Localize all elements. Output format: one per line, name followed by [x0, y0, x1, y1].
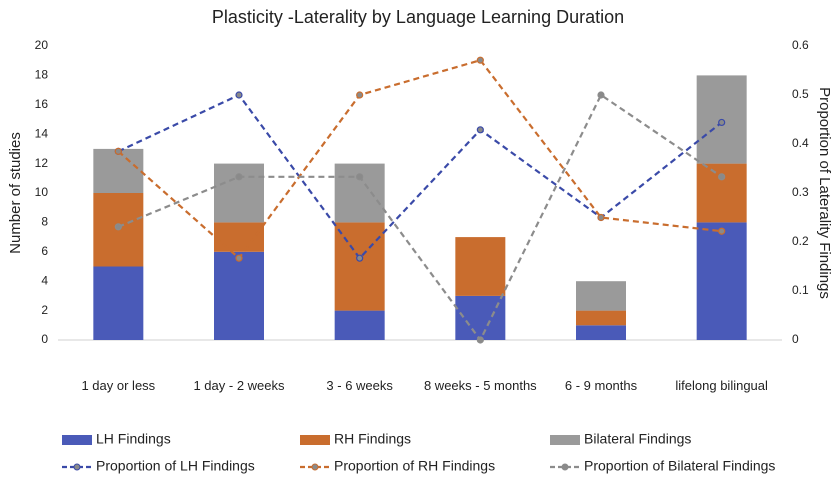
x-tick-label: 3 - 6 weeks	[326, 378, 393, 393]
y-tick-label: 12	[35, 156, 49, 170]
y2-tick-label: 0.5	[792, 87, 809, 101]
legend-swatch	[561, 463, 569, 471]
y-tick-label: 6	[41, 244, 48, 258]
bar-segment	[696, 222, 747, 340]
line-marker	[476, 336, 484, 344]
line-marker	[356, 173, 364, 181]
bar-segment	[214, 251, 264, 340]
y2-tick-label: 0.1	[792, 283, 809, 297]
legend-swatch	[550, 435, 580, 445]
legend-swatch	[62, 435, 92, 445]
legend-label: RH Findings	[334, 431, 411, 447]
x-tick-label: 8 weeks - 5 months	[423, 378, 537, 393]
line-marker	[114, 147, 122, 155]
bar-segment	[334, 163, 385, 223]
line-marker	[356, 91, 364, 99]
bar-segment	[334, 310, 385, 340]
bar-segment	[696, 163, 747, 223]
y-tick-label: 2	[41, 303, 48, 317]
legend-label: Proportion of RH Findings	[334, 458, 495, 474]
y-axis-title: Number of studies	[7, 132, 24, 254]
bar-segment	[93, 266, 144, 340]
legend-swatch	[73, 463, 81, 471]
y2-tick-label: 0.6	[792, 38, 809, 52]
legend-label: Proportion of Bilateral Findings	[584, 458, 775, 474]
y2-tick-label: 0.2	[792, 234, 809, 248]
legend-swatch	[300, 435, 330, 445]
y2-tick-label: 0.4	[792, 136, 809, 150]
line-marker	[718, 173, 726, 181]
line	[117, 93, 723, 343]
y-tick-label: 4	[41, 273, 48, 287]
bar-segment	[576, 310, 626, 326]
bar-segment	[334, 222, 385, 311]
x-tick-label: lifelong bilingual	[675, 378, 768, 393]
legend-label: Proportion of LH Findings	[96, 458, 255, 474]
line-marker	[597, 213, 605, 222]
line-marker	[356, 254, 364, 262]
line-marker	[114, 223, 122, 231]
y-tick-label: 8	[41, 215, 48, 229]
line-marker	[597, 91, 605, 99]
y2-tick-label: 0.3	[792, 185, 809, 199]
line	[117, 93, 723, 260]
line-marker	[718, 118, 726, 127]
legend-swatch	[311, 463, 319, 471]
y-tick-label: 18	[35, 68, 49, 82]
line-marker	[476, 56, 484, 64]
bar-segment	[455, 295, 506, 340]
bar-segment	[576, 325, 626, 340]
line-marker	[235, 254, 243, 262]
line	[117, 58, 722, 260]
chart-title: Plasticity -Laterality by Language Learn…	[212, 7, 624, 27]
legend-label: Bilateral Findings	[584, 431, 691, 447]
bar-segment	[576, 281, 626, 311]
y2-axis-title: Proportion of Laterality Findings	[816, 87, 833, 299]
line-marker	[476, 126, 484, 134]
x-tick-label: 6 - 9 months	[564, 378, 638, 393]
x-tick-label: 1 day or less	[81, 378, 156, 393]
legend-label: LH Findings	[96, 431, 171, 447]
line-marker	[235, 173, 243, 181]
bar-segment	[214, 222, 264, 252]
bar-segment	[93, 148, 144, 193]
y2-tick-label: 0	[792, 332, 799, 346]
y-tick-label: 10	[35, 185, 49, 199]
y-tick-label: 20	[35, 38, 49, 52]
line-marker	[718, 227, 726, 235]
y-tick-label: 16	[35, 97, 49, 111]
y-tick-label: 14	[35, 126, 49, 140]
line-marker	[235, 91, 243, 99]
y-tick-label: 0	[41, 332, 48, 346]
x-tick-label: 1 day - 2 weeks	[193, 378, 285, 393]
bar-segment	[214, 163, 264, 223]
bar-segment	[455, 237, 506, 296]
